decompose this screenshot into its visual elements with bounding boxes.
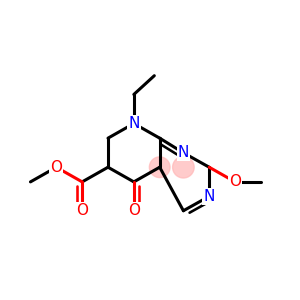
Text: N: N [203, 189, 215, 204]
Text: N: N [178, 145, 189, 160]
Circle shape [172, 157, 194, 178]
Circle shape [149, 157, 170, 178]
Text: O: O [50, 160, 62, 175]
Text: O: O [229, 174, 241, 189]
Text: N: N [128, 116, 140, 131]
Text: O: O [128, 203, 140, 218]
Text: O: O [76, 203, 88, 218]
